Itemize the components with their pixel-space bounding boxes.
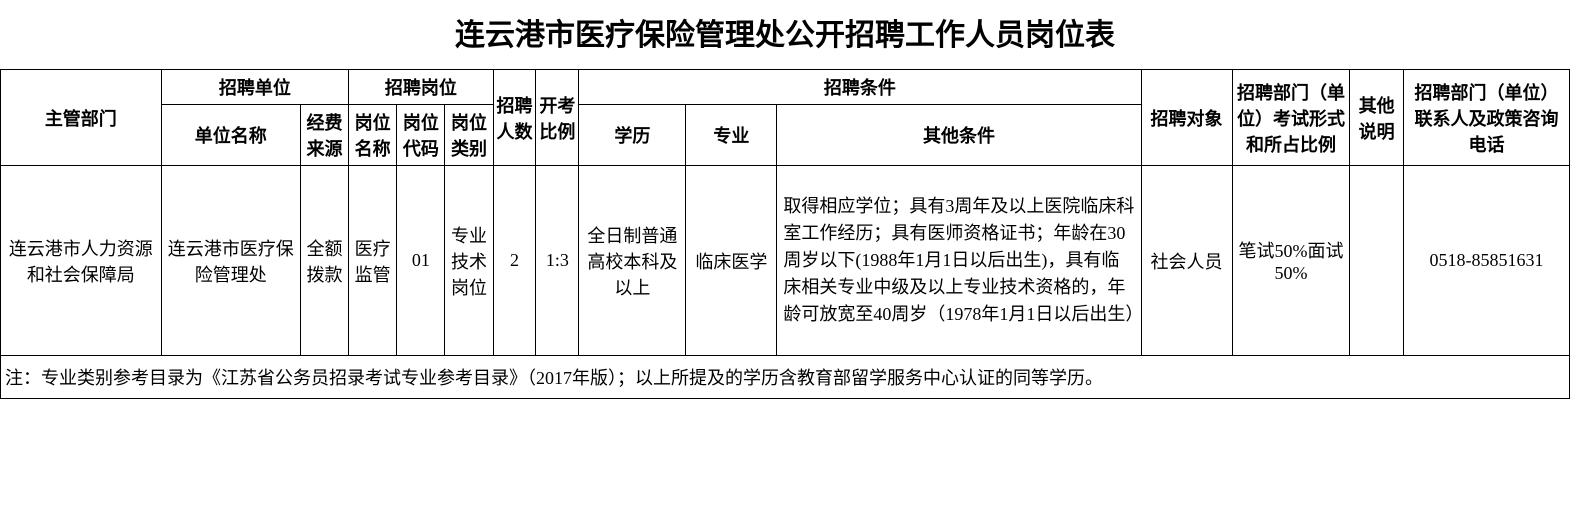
header-post-type: 岗位类别 [445, 105, 493, 166]
header-target: 招聘对象 [1141, 70, 1232, 166]
header-conditions: 招聘条件 [579, 70, 1141, 105]
cell-unit-name: 连云港市医疗保险管理处 [161, 166, 300, 356]
page-title: 连云港市医疗保险管理处公开招聘工作人员岗位表 [0, 0, 1570, 69]
header-num: 招聘人数 [493, 70, 536, 166]
cell-exam-form: 笔试50%面试50% [1232, 166, 1350, 356]
header-education: 学历 [579, 105, 686, 166]
cell-contact: 0518-85851631 [1403, 166, 1569, 356]
cell-ratio: 1:3 [536, 166, 579, 356]
cell-target: 社会人员 [1141, 166, 1232, 356]
header-dept: 主管部门 [1, 70, 162, 166]
header-remark: 其他说明 [1350, 70, 1404, 166]
cell-post-name: 医疗监管 [349, 166, 397, 356]
header-exam-form: 招聘部门（单位）考试形式和所占比例 [1232, 70, 1350, 166]
header-ratio: 开考比例 [536, 70, 579, 166]
recruitment-table: 主管部门 招聘单位 招聘岗位 招聘人数 开考比例 招聘条件 招聘对象 招聘部门（… [0, 69, 1570, 356]
cell-fund-source: 全额拨款 [300, 166, 348, 356]
cell-post-type: 专业技术岗位 [445, 166, 493, 356]
cell-education: 全日制普通高校本科及以上 [579, 166, 686, 356]
header-contact: 招聘部门（单位） 联系人及政策咨询电话 [1403, 70, 1569, 166]
header-recruit-unit: 招聘单位 [161, 70, 348, 105]
cell-dept: 连云港市人力资源和社会保障局 [1, 166, 162, 356]
header-major: 专业 [686, 105, 777, 166]
header-other: 其他条件 [777, 105, 1141, 166]
header-recruit-post: 招聘岗位 [349, 70, 494, 105]
cell-num: 2 [493, 166, 536, 356]
footnote: 注：专业类别参考目录为《江苏省公务员招录考试专业参考目录》（2017年版）；以上… [0, 356, 1570, 399]
cell-major: 临床医学 [686, 166, 777, 356]
header-unit-name: 单位名称 [161, 105, 300, 166]
table-row: 连云港市人力资源和社会保障局 连云港市医疗保险管理处 全额拨款 医疗监管 01 … [1, 166, 1570, 356]
header-fund-source: 经费来源 [300, 105, 348, 166]
header-row-1: 主管部门 招聘单位 招聘岗位 招聘人数 开考比例 招聘条件 招聘对象 招聘部门（… [1, 70, 1570, 105]
header-post-name: 岗位名称 [349, 105, 397, 166]
cell-post-code: 01 [397, 166, 445, 356]
header-post-code: 岗位代码 [397, 105, 445, 166]
cell-other: 取得相应学位；具有3周年及以上医院临床科室工作经历；具有医师资格证书；年龄在30… [777, 166, 1141, 356]
cell-remark [1350, 166, 1404, 356]
